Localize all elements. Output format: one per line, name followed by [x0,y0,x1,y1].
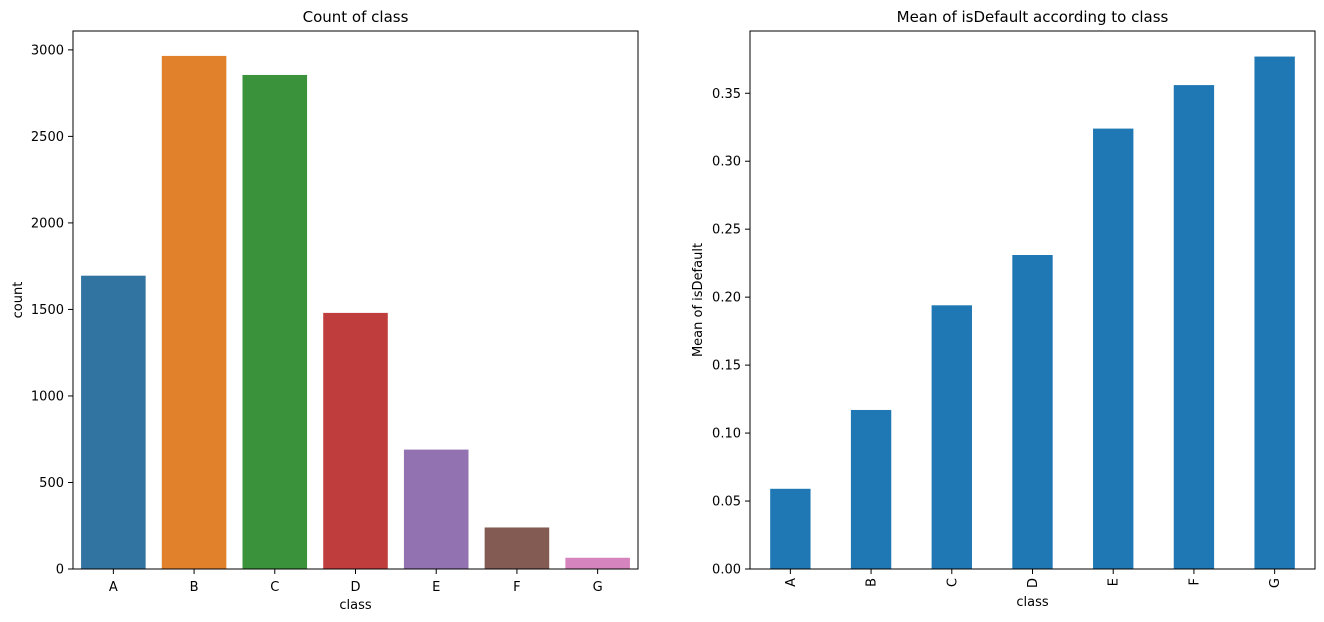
bar-e [403,449,469,569]
bar-f [484,527,550,569]
x-tick-label: B [190,580,199,595]
y-tick-label: 0 [56,563,64,578]
bar-a [770,488,811,569]
x-tick-label: B [865,578,880,587]
x-tick-label: C [270,580,279,595]
mean-isdefault-chart: 0.00 0.05 0.10 0.15 0.20 0.25 0.30 0.35 A B C D E F G M… [691,8,1316,610]
y-tick-label: 0.20 [712,291,741,306]
count-of-class-chart: 0 500 1000 1500 2000 2500 3000 A B C D E F G Count of … [11,8,639,613]
x-axis-label: class [1016,595,1048,610]
bar-b [850,409,892,569]
chart-title: Mean of isDefault according to class [897,8,1169,26]
bar-g [565,557,630,569]
x-tick-label: E [432,580,440,595]
x-tick-label: G [593,580,603,595]
x-tick-label: F [513,580,520,595]
y-tick-label: 0.35 [712,87,741,102]
x-axis-label: class [339,598,371,613]
y-tick-label: 0.30 [712,155,741,170]
bar-f [1173,85,1215,569]
x-tick-label: A [109,580,118,595]
y-tick-label: 500 [39,476,64,491]
x-tick-label: E [1107,578,1122,586]
y-tick-label: 2000 [31,216,64,231]
y-tick-label: 0.00 [712,563,741,578]
y-axis-label: Mean of isDefault [691,243,706,357]
bar-e [1093,128,1134,569]
y-tick-label: 1000 [31,389,64,404]
y-tick-label: 2500 [31,130,64,145]
y-tick-label: 0.05 [712,495,741,510]
x-tick-label: C [945,578,960,587]
bar-d [323,312,388,569]
chart-title: Count of class [303,8,409,26]
y-tick-label: 0.25 [712,223,741,238]
x-tick-label: F [1187,578,1202,585]
bar-g [1254,56,1295,570]
y-tick-label: 1500 [31,303,64,318]
x-tick-label: D [1026,578,1041,588]
x-tick-label: A [784,578,799,587]
x-tick-label: D [350,580,360,595]
y-axis-label: count [11,282,26,319]
bar-c [931,305,972,569]
bar-a [81,275,146,569]
x-tick-label: G [1268,578,1283,588]
bar-c [242,74,308,569]
y-tick-label: 3000 [31,43,64,58]
y-tick-label: 0.15 [712,359,741,374]
y-tick-label: 0.10 [712,427,741,442]
bar-d [1012,255,1053,569]
bar-b [161,55,227,570]
